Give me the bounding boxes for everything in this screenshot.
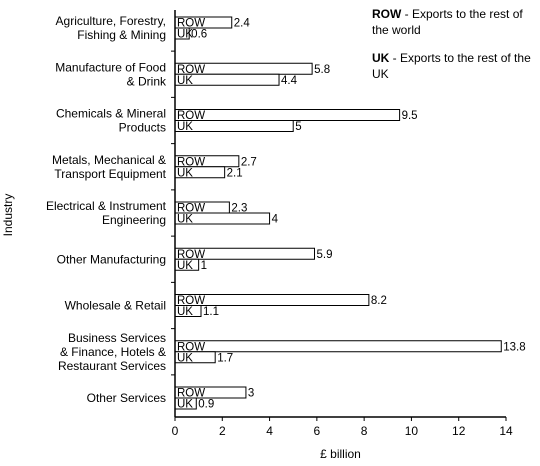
data-label: 2.4	[234, 18, 251, 30]
x-tick-label: 8	[361, 424, 368, 438]
category-label: Transport Equipment	[54, 167, 166, 181]
data-label: 1.7	[217, 352, 233, 364]
data-label: 9.5	[402, 110, 418, 122]
x-tick-label: 14	[499, 424, 513, 438]
bar-series-label: ROW	[177, 64, 205, 76]
x-tick-label: 10	[405, 424, 419, 438]
legend-key-row: ROW	[372, 7, 402, 21]
data-label: 4.4	[281, 75, 298, 87]
category-label: Chemicals & Mineral	[56, 107, 166, 121]
bar-series-label: ROW	[177, 341, 205, 353]
bar-series-label: UK	[177, 167, 193, 179]
bar-row	[174, 109, 401, 121]
legend-entry-uk: UK - Exports to the rest of the UK	[372, 50, 537, 82]
data-label: 13.8	[503, 341, 525, 353]
y-axis-title: Industry	[1, 194, 15, 237]
bar-series-label: UK	[177, 75, 193, 87]
data-label: 2.7	[241, 156, 257, 168]
category-label: Wholesale & Retail	[65, 299, 166, 313]
category-label: Restaurant Services	[58, 359, 166, 373]
bar-series-label: UK	[177, 260, 193, 272]
category-label: Other Services	[87, 391, 166, 405]
data-label: 4	[272, 214, 279, 226]
category-label: Engineering	[102, 213, 166, 227]
legend-key-uk: UK	[372, 51, 390, 65]
bar-row	[174, 340, 502, 353]
category-label: & Drink	[127, 74, 167, 88]
category-label: Agriculture, Forestry,	[56, 14, 166, 28]
legend: ROW - Exports to the rest of the world U…	[372, 6, 537, 94]
data-label: 1.1	[203, 306, 219, 318]
bar-series-label: UK	[177, 214, 193, 226]
bar-series-label: ROW	[177, 18, 205, 30]
x-axis-title: £ billion	[320, 447, 361, 461]
bar-series-label: UK	[177, 352, 193, 364]
bar-series-label: ROW	[177, 110, 205, 122]
data-label: 2.1	[227, 167, 243, 179]
x-tick-label: 4	[266, 424, 273, 438]
bar-series-label: ROW	[177, 156, 205, 168]
bar-series-label: UK	[177, 121, 193, 133]
data-label: 0.9	[198, 399, 214, 411]
data-label: 5.9	[316, 249, 332, 261]
data-label: 0.6	[191, 29, 207, 41]
category-label: Manufacture of Food	[55, 60, 166, 74]
category-label: Metals, Mechanical &	[52, 153, 166, 167]
category-label: & Finance, Hotels &	[60, 345, 166, 359]
legend-entry-row: ROW - Exports to the rest of the world	[372, 6, 537, 38]
x-tick-label: 0	[172, 424, 179, 438]
data-label: 8.2	[371, 295, 387, 307]
bar-series-label: ROW	[177, 388, 205, 400]
data-label: 2.3	[231, 203, 247, 215]
category-label: Other Manufacturing	[57, 252, 166, 266]
bar-series-label: UK	[177, 29, 193, 41]
data-label: 5	[295, 121, 301, 133]
x-tick-label: 6	[314, 424, 321, 438]
legend-text-uk: - Exports to the rest of the UK	[372, 51, 531, 81]
bar-series-label: ROW	[177, 249, 205, 261]
bar-series-label: UK	[177, 399, 193, 411]
category-label: Electrical & Instrument	[46, 199, 167, 213]
bar-series-label: UK	[177, 306, 193, 318]
x-tick-label: 2	[219, 424, 226, 438]
data-label: 1	[201, 260, 207, 272]
legend-text-row: - Exports to the rest of the world	[372, 7, 523, 37]
category-label: Products	[119, 121, 166, 135]
category-label: Fishing & Mining	[77, 28, 166, 42]
bar-series-label: ROW	[177, 203, 205, 215]
category-label: Business Services	[68, 331, 166, 345]
data-label: 3	[248, 388, 254, 400]
x-tick-label: 12	[452, 424, 466, 438]
bar-series-label: ROW	[177, 295, 205, 307]
data-label: 5.8	[314, 64, 330, 76]
